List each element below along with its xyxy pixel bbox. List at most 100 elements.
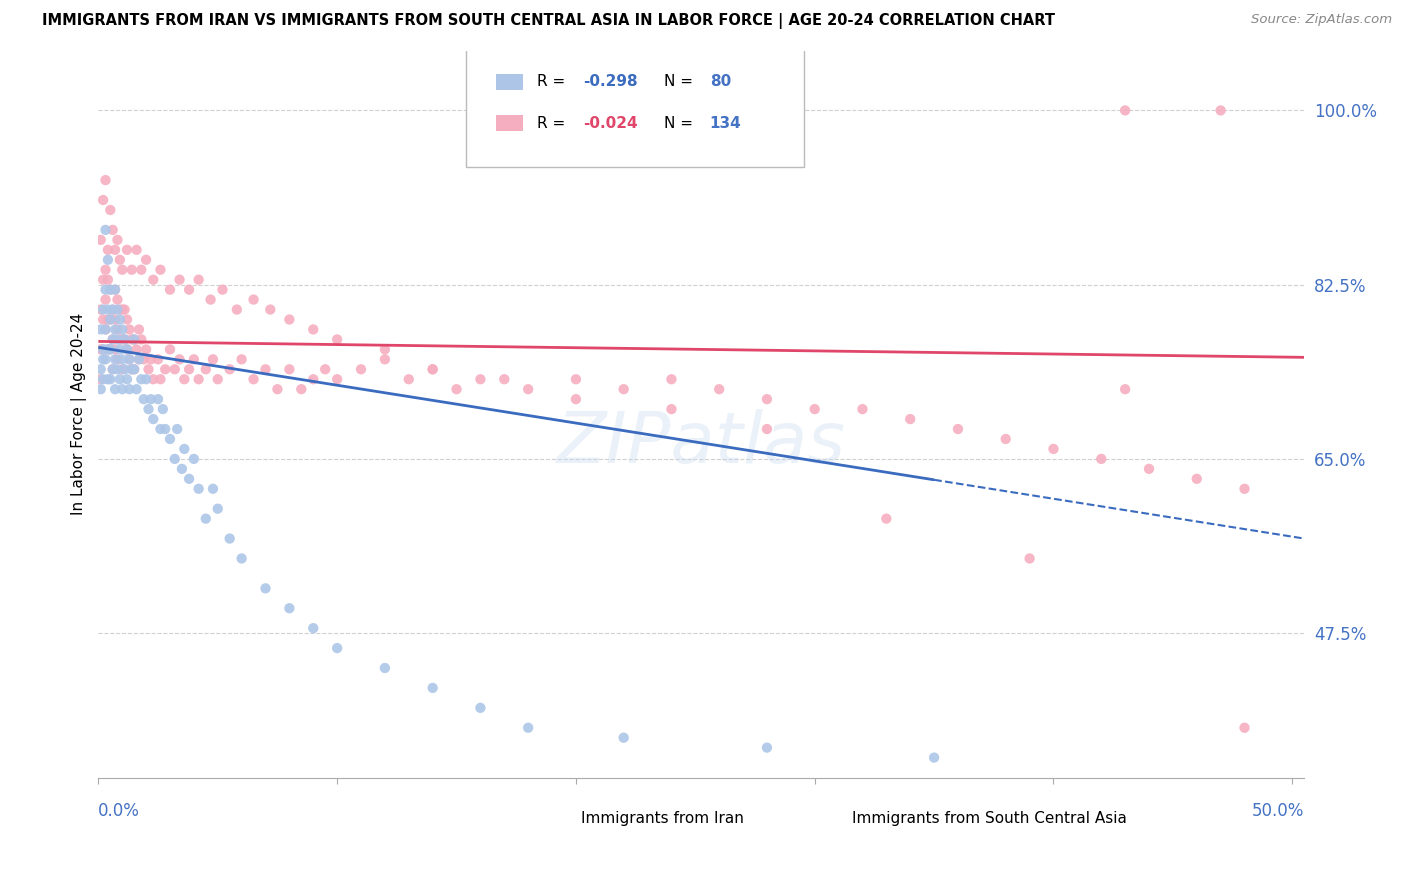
- Point: [1233, 482, 1256, 496]
- Point: [187, 482, 209, 496]
- Point: [166, 422, 188, 436]
- Point: [114, 333, 136, 347]
- Point: [107, 233, 129, 247]
- Point: [201, 482, 224, 496]
- Point: [111, 352, 134, 367]
- Point: [200, 293, 222, 307]
- Point: [159, 343, 181, 357]
- Point: [97, 343, 120, 357]
- Point: [107, 362, 129, 376]
- Point: [1114, 103, 1136, 118]
- Point: [302, 621, 325, 635]
- Point: [98, 343, 121, 357]
- Point: [128, 352, 150, 367]
- Point: [139, 392, 162, 406]
- Point: [91, 372, 114, 386]
- Point: [128, 352, 150, 367]
- Point: [101, 362, 124, 376]
- Point: [108, 252, 131, 267]
- Point: [135, 343, 157, 357]
- Point: [149, 262, 172, 277]
- Point: [97, 343, 120, 357]
- Point: [517, 382, 540, 396]
- Text: 0.0%: 0.0%: [98, 803, 141, 821]
- Point: [122, 362, 145, 376]
- Point: [121, 362, 143, 376]
- Point: [139, 352, 162, 367]
- Point: [104, 283, 127, 297]
- Point: [278, 362, 301, 376]
- Text: IMMIGRANTS FROM IRAN VS IMMIGRANTS FROM SOUTH CENTRAL ASIA IN LABOR FORCE | AGE : IMMIGRANTS FROM IRAN VS IMMIGRANTS FROM …: [42, 13, 1054, 29]
- Point: [231, 551, 253, 566]
- Text: -0.024: -0.024: [583, 116, 638, 131]
- Point: [163, 451, 186, 466]
- Point: [91, 312, 114, 326]
- Point: [132, 392, 155, 406]
- Point: [111, 333, 134, 347]
- Point: [374, 661, 396, 675]
- Point: [138, 362, 160, 376]
- Point: [517, 721, 540, 735]
- Point: [661, 372, 683, 386]
- Point: [115, 312, 138, 326]
- Point: [138, 402, 160, 417]
- Point: [128, 322, 150, 336]
- Point: [98, 312, 121, 326]
- Point: [470, 372, 492, 386]
- Point: [98, 283, 121, 297]
- Point: [90, 372, 112, 386]
- Point: [90, 382, 112, 396]
- Point: [159, 283, 181, 297]
- Point: [108, 302, 131, 317]
- Point: [94, 283, 117, 297]
- Text: 80: 80: [710, 74, 731, 89]
- Point: [422, 681, 444, 695]
- Point: [422, 362, 444, 376]
- FancyBboxPatch shape: [496, 74, 523, 90]
- Point: [111, 382, 134, 396]
- Text: ZIPatlas: ZIPatlas: [557, 409, 846, 478]
- Point: [170, 462, 193, 476]
- Point: [1090, 451, 1112, 466]
- Point: [142, 372, 165, 386]
- Point: [114, 302, 136, 317]
- Point: [104, 283, 127, 297]
- Point: [98, 343, 121, 357]
- Point: [613, 731, 636, 745]
- Point: [101, 223, 124, 237]
- Point: [121, 262, 143, 277]
- Point: [1137, 462, 1160, 476]
- Point: [91, 343, 114, 357]
- Point: [97, 252, 120, 267]
- Point: [149, 422, 172, 436]
- Text: 50.0%: 50.0%: [1251, 803, 1305, 821]
- Point: [146, 392, 169, 406]
- Point: [115, 343, 138, 357]
- Point: [91, 273, 114, 287]
- Point: [225, 302, 247, 317]
- Point: [755, 422, 778, 436]
- Point: [125, 343, 148, 357]
- FancyBboxPatch shape: [544, 817, 571, 833]
- Point: [177, 283, 200, 297]
- Point: [446, 382, 468, 396]
- Point: [90, 322, 112, 336]
- Point: [613, 382, 636, 396]
- Point: [94, 322, 117, 336]
- Point: [131, 333, 153, 347]
- Point: [107, 352, 129, 367]
- Point: [326, 641, 349, 656]
- FancyBboxPatch shape: [467, 47, 804, 167]
- Point: [125, 382, 148, 396]
- Point: [187, 372, 209, 386]
- FancyBboxPatch shape: [496, 115, 523, 131]
- Point: [169, 273, 191, 287]
- Point: [94, 293, 117, 307]
- Point: [494, 372, 516, 386]
- Point: [149, 372, 172, 386]
- Text: N =: N =: [664, 116, 697, 131]
- Point: [398, 372, 420, 386]
- Point: [994, 432, 1017, 446]
- FancyBboxPatch shape: [815, 817, 842, 833]
- Point: [94, 262, 117, 277]
